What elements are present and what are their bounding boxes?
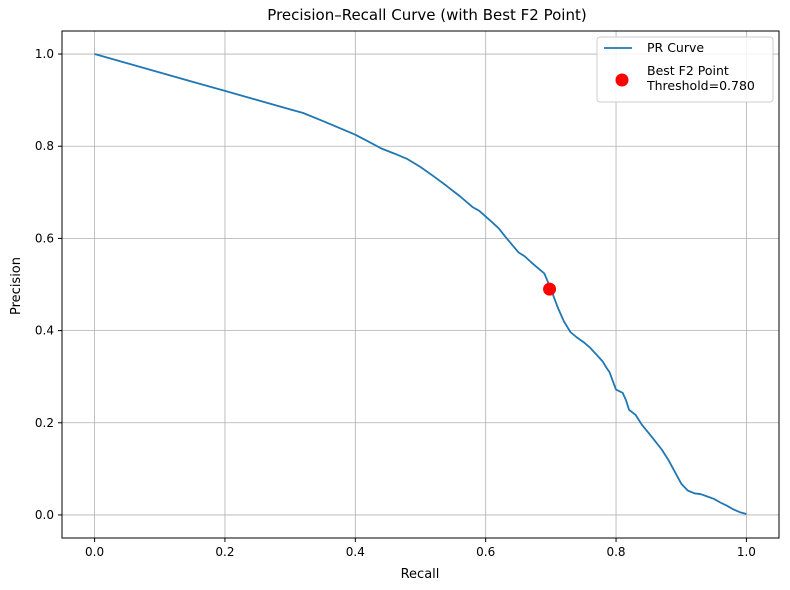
best-f2-point <box>543 282 557 296</box>
x-tick-label: 0.2 <box>215 545 234 559</box>
x-tick-label: 0.8 <box>606 545 625 559</box>
pr-curve-line <box>94 53 747 515</box>
legend-box <box>596 36 774 103</box>
chart-title: Precision–Recall Curve (with Best F2 Poi… <box>267 6 586 24</box>
legend-entry-pr-curve: PR Curve <box>647 40 704 55</box>
plot-frame <box>61 30 780 539</box>
y-tick-label: 0.6 <box>35 231 54 245</box>
legend-entry-threshold: Threshold=0.780 <box>646 78 755 93</box>
y-tick-label: 0.8 <box>35 139 54 153</box>
legend-point-swatch <box>615 73 629 87</box>
grid-lines <box>62 31 779 538</box>
y-axis-ticks: 0.0 0.2 0.4 0.6 0.8 1.0 <box>35 47 62 522</box>
legend-entry-best-f2: Best F2 Point <box>647 63 729 78</box>
x-tick-label: 0.6 <box>476 545 495 559</box>
y-tick-label: 1.0 <box>35 47 54 61</box>
legend: PR Curve Best F2 Point Threshold=0.780 <box>596 36 774 103</box>
x-axis-ticks: 0.0 0.2 0.4 0.6 0.8 1.0 <box>85 538 756 559</box>
x-tick-label: 1.0 <box>737 545 756 559</box>
x-tick-label: 0.4 <box>346 545 365 559</box>
y-tick-label: 0.0 <box>35 508 54 522</box>
y-tick-label: 0.2 <box>35 416 54 430</box>
y-tick-label: 0.4 <box>35 324 54 338</box>
y-axis-label: Precision <box>9 257 24 315</box>
x-axis-label: Recall <box>401 567 440 582</box>
x-tick-label: 0.0 <box>85 545 104 559</box>
